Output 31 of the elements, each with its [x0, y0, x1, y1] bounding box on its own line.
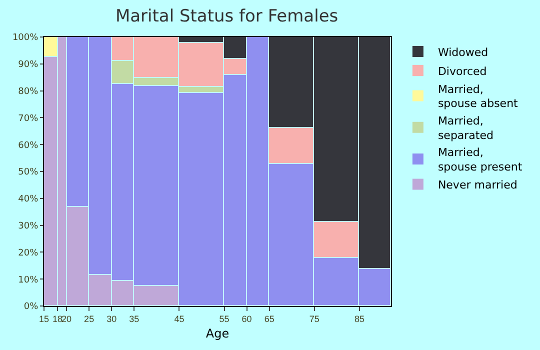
legend-label: Married, spouse absent	[438, 82, 519, 110]
legend-label: Never married	[438, 178, 518, 192]
x-tick-label: 18	[52, 314, 63, 324]
x-tick-label: 25	[84, 314, 94, 324]
x-tick-label: 30	[106, 314, 117, 324]
x-tick-label: 55	[219, 314, 230, 324]
x-tick-label: 20	[62, 314, 72, 324]
y-tick-label: 50%	[18, 168, 39, 178]
x-tick-label: 35	[129, 314, 140, 324]
y-tick-label: 30%	[18, 221, 39, 232]
x-tick-label: 85	[354, 314, 364, 324]
y-tick-label: 90%	[18, 60, 39, 70]
legend-label: Married, spouse present	[438, 146, 523, 174]
legend-label: Divorced	[438, 64, 487, 78]
y-tick-label: 100%	[12, 33, 39, 44]
x-axis-title: Age	[206, 326, 230, 341]
x-tick-label: 65	[264, 314, 274, 324]
y-tick-label: 20%	[18, 248, 39, 258]
y-tick-label: 10%	[18, 275, 39, 286]
legend-label: Married, separated	[438, 114, 494, 142]
y-tick-label: 60%	[18, 140, 39, 151]
x-tick-label: 75	[309, 314, 320, 324]
legend-label: Widowed	[438, 46, 488, 59]
x-tick-label: 60	[242, 314, 252, 324]
chart-title: Marital Status for Females	[115, 6, 338, 27]
x-tick-label: 15	[38, 314, 50, 324]
y-tick-label: 70%	[18, 114, 39, 124]
y-tick-label: 0%	[24, 302, 39, 312]
x-tick-label: 45	[174, 314, 184, 324]
y-tick-label: 80%	[18, 86, 39, 97]
y-tick-label: 40%	[18, 194, 39, 205]
